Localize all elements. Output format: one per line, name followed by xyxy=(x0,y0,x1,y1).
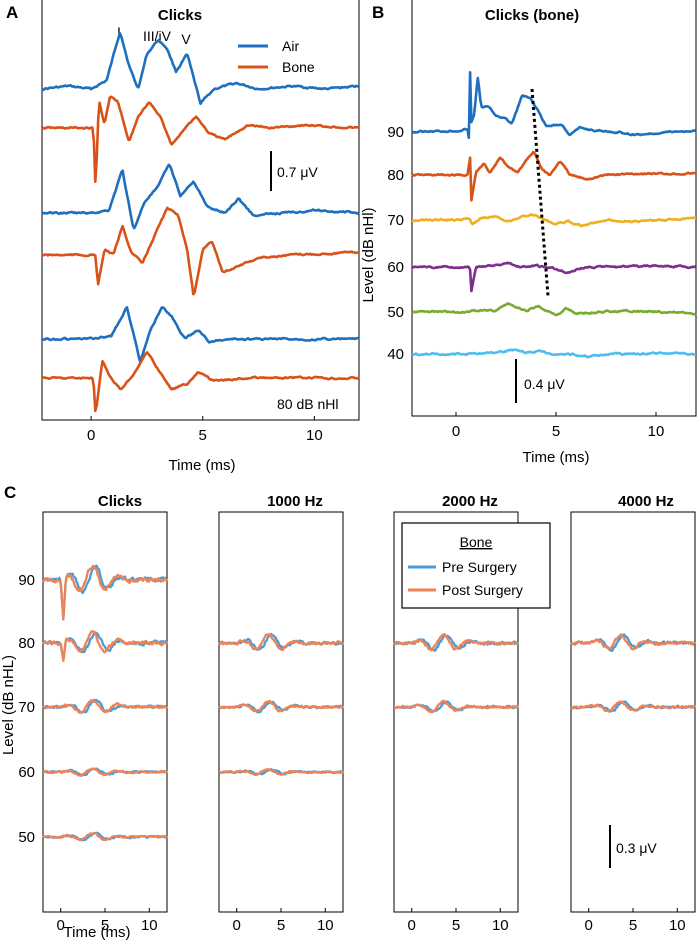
trace-air-1 xyxy=(41,31,360,105)
trace-air-3 xyxy=(41,306,359,363)
x-tick-label: 5 xyxy=(629,917,637,934)
panel-a-xlabel: Time (ms) xyxy=(169,457,236,474)
x-tick-label: 10 xyxy=(492,917,509,934)
x-tick-label: 0 xyxy=(233,917,241,934)
y-tick-label: 90 xyxy=(387,124,404,141)
trace-post-surgery-80 xyxy=(570,633,696,651)
trace-bone-2 xyxy=(41,206,360,296)
trace-post-surgery-70 xyxy=(570,700,696,713)
y-tick-label: 60 xyxy=(387,259,404,276)
trace-bone-3 xyxy=(41,351,360,413)
trace-post-surgery-80 xyxy=(393,633,519,652)
y-tick-label: 80 xyxy=(18,635,35,652)
x-tick-label: 0 xyxy=(57,917,65,934)
y-tick-label: 50 xyxy=(18,829,35,846)
x-tick-label: 10 xyxy=(306,427,323,444)
panel-b-letter: B xyxy=(372,3,384,22)
x-tick-label: 5 xyxy=(101,917,109,934)
trace-post-surgery-60 xyxy=(218,768,344,777)
x-tick-label: 0 xyxy=(408,917,416,934)
trace-level-70 xyxy=(411,213,696,228)
panel-b-traces xyxy=(411,71,697,359)
panel-a-title: Clicks xyxy=(158,7,202,24)
panel-c-ylabel: Level (dB nHL) xyxy=(0,655,17,755)
legend-bone-label: Bone xyxy=(282,59,315,75)
x-tick-label: 0 xyxy=(87,427,95,444)
latency-trend-line xyxy=(530,88,550,297)
panel-b-ylabel: Level (dB nHl) xyxy=(360,207,377,302)
trace-post-surgery-70 xyxy=(218,699,344,713)
panel-a-legend: Air Bone xyxy=(238,38,315,75)
legend-pre-label: Pre Surgery xyxy=(442,559,517,575)
panel-c-xlabel: Time (ms) xyxy=(64,924,131,941)
y-tick-label: 40 xyxy=(387,346,404,363)
panel-b-axes: 0 5 10 90 80 70 60 50 40 xyxy=(387,0,697,440)
trace-level-80 xyxy=(411,150,697,202)
panel-b-xlabel: Time (ms) xyxy=(523,449,590,466)
panel-c-scale-label: 0.3 μV xyxy=(616,840,657,856)
trace-air-2 xyxy=(41,163,360,230)
x-tick-label: 0 xyxy=(585,917,593,934)
x-tick-label: 10 xyxy=(317,917,334,934)
y-tick-label: 50 xyxy=(387,304,404,321)
trace-post-surgery-90 xyxy=(42,564,168,620)
trace-level-40 xyxy=(411,348,697,359)
panel-b-title: Clicks (bone) xyxy=(485,7,579,24)
panel-a-level-label: 80 dB nHl xyxy=(277,396,338,412)
panel-c-letter: C xyxy=(4,483,16,502)
trace-level-50 xyxy=(411,302,697,317)
panel-c-legend: Bone Pre Surgery Post Surgery xyxy=(401,522,551,609)
y-tick-label: 60 xyxy=(18,764,35,781)
x-tick-label: 5 xyxy=(552,423,560,440)
trace-post-surgery-50 xyxy=(42,832,168,842)
x-tick-label: 10 xyxy=(648,423,665,440)
x-tick-label: 5 xyxy=(452,917,460,934)
wave-label-i: I xyxy=(117,24,121,40)
panel-a-letter: A xyxy=(6,3,18,22)
panel-b-scale-label: 0.4 μV xyxy=(524,376,565,392)
y-tick-label: 70 xyxy=(387,212,404,229)
legend-air-label: Air xyxy=(282,38,299,54)
x-tick-label: 5 xyxy=(199,427,207,444)
trace-post-surgery-70 xyxy=(393,699,519,714)
panel-a-frame xyxy=(41,0,360,421)
panel-c-subplot-title: 1000 Hz xyxy=(267,493,323,510)
y-tick-label: 70 xyxy=(18,699,35,716)
wave-label-iii: III/iV xyxy=(143,28,172,44)
trace-post-surgery-60 xyxy=(42,767,168,777)
panel-a-axes: 0 5 10 xyxy=(41,0,360,444)
x-tick-label: 5 xyxy=(277,917,285,934)
legend-title: Bone xyxy=(460,534,493,550)
panel-a-wave-labels: I III/iV V xyxy=(117,24,191,47)
trace-post-surgery-80 xyxy=(42,630,168,662)
x-tick-label: 10 xyxy=(669,917,686,934)
trace-bone-1 xyxy=(41,95,360,183)
panel-c-subplot-title: 2000 Hz xyxy=(442,493,498,510)
x-tick-label: 0 xyxy=(452,423,460,440)
panel-c-subplot-title: 4000 Hz xyxy=(618,493,674,510)
trace-pre-surgery-80 xyxy=(393,634,519,652)
y-tick-label: 90 xyxy=(18,572,35,589)
panel-a-traces xyxy=(41,31,360,413)
panel-c-traces xyxy=(42,564,696,842)
trace-post-surgery-80 xyxy=(218,633,344,652)
panel-c-subplot-title: Clicks xyxy=(98,493,142,510)
trace-level-90 xyxy=(411,71,697,140)
x-tick-label: 10 xyxy=(141,917,158,934)
panel-b-frame xyxy=(411,0,697,417)
y-tick-label: 80 xyxy=(387,167,404,184)
trace-level-60 xyxy=(411,261,697,293)
panel-a-scale-label: 0.7 μV xyxy=(277,164,318,180)
trace-post-surgery-70 xyxy=(42,699,168,714)
wave-label-v: V xyxy=(181,31,191,47)
legend-post-label: Post Surgery xyxy=(442,582,523,598)
